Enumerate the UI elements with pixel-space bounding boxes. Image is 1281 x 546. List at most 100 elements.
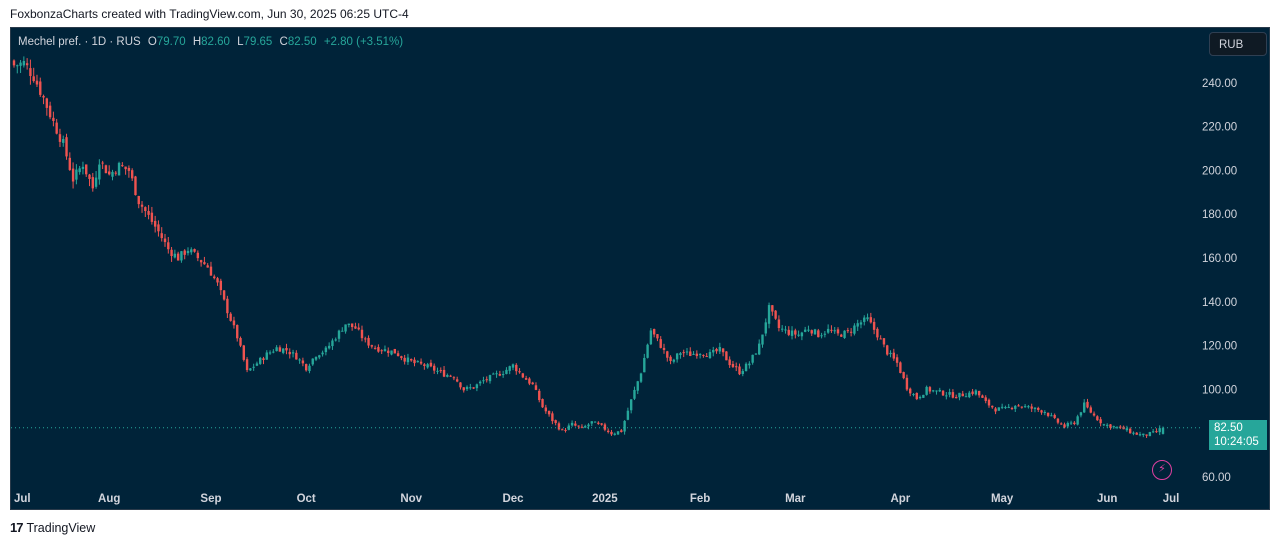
- candle-body: [866, 317, 869, 320]
- currency-button[interactable]: RUB: [1209, 32, 1267, 56]
- candle-body: [1023, 406, 1027, 408]
- high-value: 82.60: [201, 36, 230, 48]
- candle-body: [810, 330, 813, 334]
- candle-body: [840, 334, 843, 337]
- candle-body: [180, 251, 183, 261]
- candle-body: [561, 429, 564, 431]
- candle-body: [991, 405, 994, 408]
- candle-body: [597, 422, 600, 424]
- candle-body: [813, 329, 817, 335]
- candle-body: [869, 317, 873, 323]
- lightning-icon[interactable]: ⚡: [1152, 460, 1172, 480]
- candle-body: [304, 364, 308, 371]
- candle-body: [800, 332, 804, 337]
- candle-body: [75, 169, 78, 180]
- candle-body: [1076, 416, 1079, 425]
- candle-body: [25, 63, 29, 66]
- candle-body: [229, 313, 232, 321]
- candle-body: [485, 379, 488, 381]
- candle-body: [396, 353, 400, 357]
- y-tick-label: 120.00: [1202, 341, 1237, 353]
- candle-body: [505, 369, 508, 374]
- candle-body: [511, 364, 515, 368]
- candle-body: [222, 290, 226, 300]
- symbol-label[interactable]: Mechel pref. · 1D · RUS: [18, 36, 141, 48]
- candle-body: [826, 328, 830, 333]
- candle-body: [1119, 426, 1122, 428]
- candle-body: [1145, 434, 1148, 436]
- candle-body: [748, 363, 751, 366]
- candle-body: [587, 424, 590, 427]
- candle-body: [259, 357, 262, 364]
- candle-body: [551, 413, 554, 422]
- candle-body: [124, 166, 127, 170]
- candle-body: [449, 375, 452, 377]
- y-tick-label: 140.00: [1202, 297, 1237, 309]
- x-tick-label: Jul: [14, 493, 31, 505]
- candle-body: [429, 362, 433, 367]
- candle-body: [708, 352, 712, 359]
- candle-body: [285, 347, 288, 351]
- price-chart[interactable]: 240.00 220.00 200.00 180.00 160.00 140.00 120.…: [11, 28, 1270, 510]
- candle-body: [570, 422, 574, 426]
- candle-body: [213, 276, 216, 279]
- candle-body: [1125, 428, 1129, 431]
- candle-body: [160, 233, 163, 239]
- candle-body: [1089, 407, 1092, 413]
- candle-body: [928, 387, 932, 392]
- candle-body: [1010, 408, 1014, 410]
- y-tick-label: 100.00: [1202, 384, 1237, 396]
- candle-body: [327, 345, 331, 349]
- tradingview-logo-icon[interactable]: 17: [10, 520, 24, 535]
- y-tick-label: 60.00: [1202, 472, 1231, 484]
- candle-body: [262, 358, 265, 361]
- candle-body: [413, 359, 416, 364]
- candle-body: [475, 384, 479, 389]
- candle-body: [281, 348, 285, 353]
- candle-body: [830, 329, 833, 331]
- candle-body: [610, 431, 613, 435]
- candle-body: [393, 348, 397, 354]
- candle-body: [465, 386, 469, 390]
- candle-body: [744, 363, 748, 372]
- candle-body: [68, 157, 72, 170]
- candle-body: [948, 392, 951, 395]
- chart-panel[interactable]: 240.00 220.00 200.00 180.00 160.00 140.00 120.…: [10, 27, 1270, 510]
- candle-body: [249, 368, 252, 371]
- candle-body: [127, 167, 131, 171]
- candle-body: [524, 378, 528, 380]
- candle-body: [29, 68, 32, 76]
- candle-body: [462, 387, 465, 391]
- candle-body: [400, 356, 403, 359]
- y-tick-label: 200.00: [1202, 165, 1237, 177]
- y-tick-label: 160.00: [1202, 253, 1237, 265]
- candle-body: [12, 60, 16, 66]
- candle-body: [383, 349, 387, 352]
- x-tick-label: Mar: [785, 493, 806, 505]
- candle-body: [646, 344, 649, 358]
- candle-body: [186, 250, 190, 254]
- candle-body: [190, 249, 193, 253]
- candle-body: [39, 81, 42, 95]
- candle-body: [567, 425, 571, 430]
- candle-body: [380, 350, 383, 352]
- candle-body: [544, 407, 548, 412]
- candle-body: [741, 371, 744, 374]
- candle-body: [193, 249, 196, 252]
- candle-body: [48, 105, 52, 118]
- candle-body: [32, 76, 35, 82]
- candle-body: [272, 351, 275, 353]
- last-price-tag: 82.50 10:24:05: [1209, 420, 1267, 450]
- candle-body: [357, 327, 360, 330]
- candle-body: [176, 253, 180, 261]
- candle-body: [153, 220, 157, 227]
- candle-body: [692, 353, 695, 355]
- candle-body: [899, 362, 902, 373]
- candle-body: [616, 431, 620, 435]
- candle-body: [347, 323, 351, 326]
- candle-body: [459, 382, 462, 388]
- candle-body: [751, 354, 754, 363]
- tradingview-brand[interactable]: TradingView: [26, 520, 96, 535]
- candle-body: [219, 280, 223, 291]
- candle-body: [951, 392, 955, 398]
